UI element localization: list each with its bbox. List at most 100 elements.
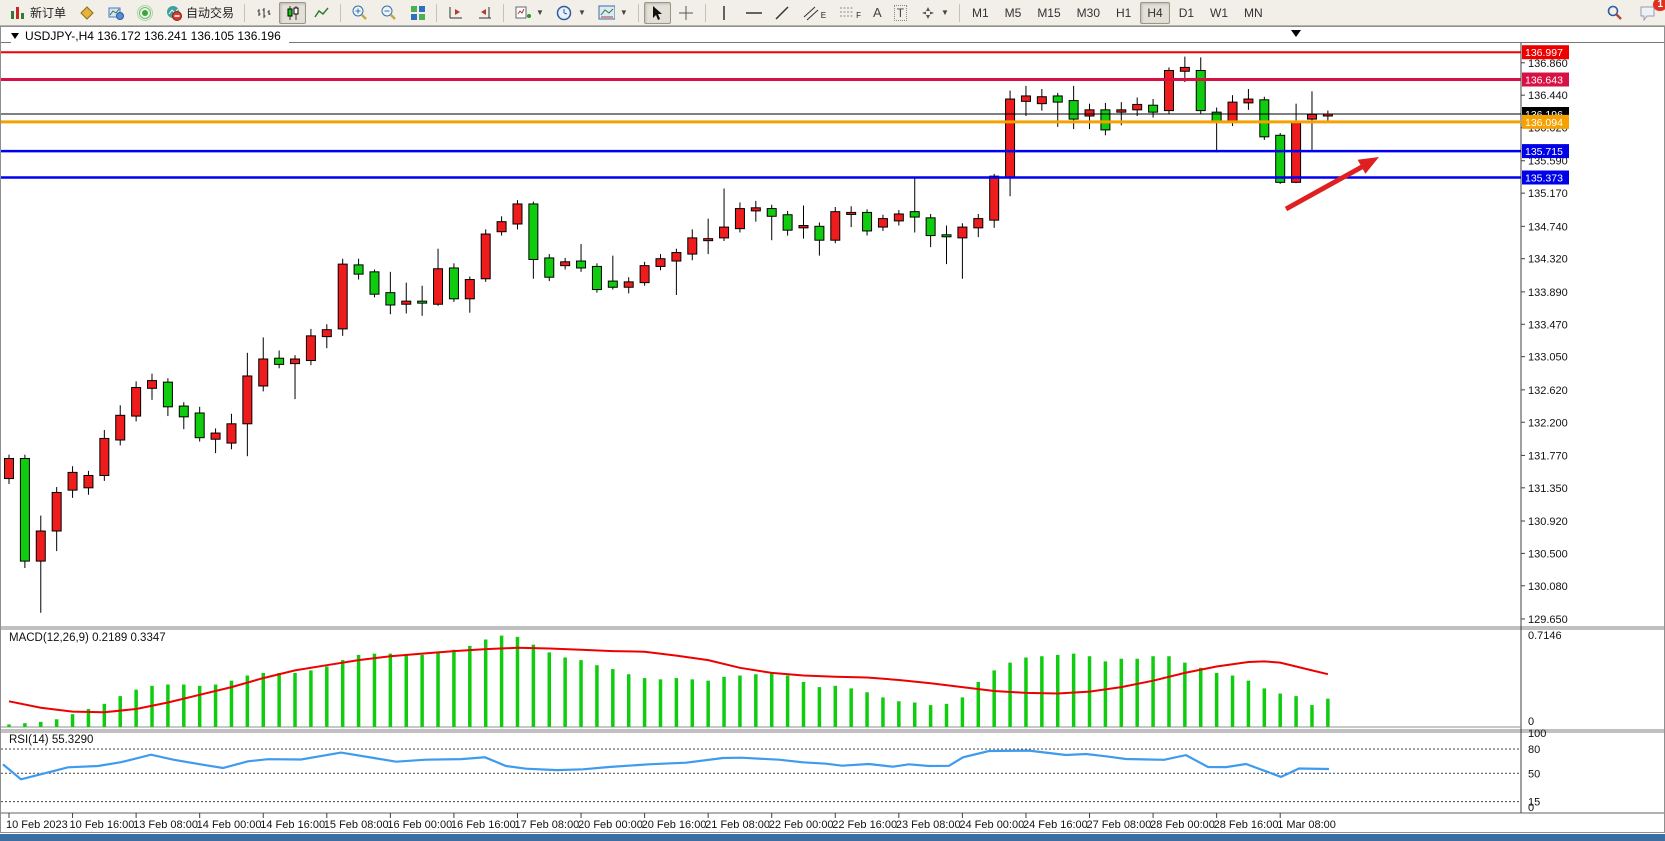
tab-d1[interactable]: D1 (1178, 5, 1195, 20)
candle-body (925, 217, 936, 237)
candlestick-chart-button[interactable] (279, 1, 307, 24)
date-label: 14 Feb 16:00 (260, 819, 325, 831)
bottom-window-edge (0, 834, 1665, 841)
auto-scroll-icon (447, 4, 464, 21)
vertical-line-button[interactable] (711, 2, 738, 24)
candle-body (528, 203, 539, 260)
candle-body (766, 208, 777, 217)
candle-body (687, 237, 698, 255)
chart-title-row: USDJPY-,H4 136.172 136.241 136.105 136.1… (11, 29, 289, 43)
zoom-in-button[interactable] (346, 2, 373, 24)
chart-canvas[interactable]: 136.860136.440136.020135.590135.170134.7… (1, 27, 1664, 832)
diamond-icon (78, 4, 95, 21)
macd-axis-min: 0 (1528, 716, 1534, 728)
signals-button[interactable] (131, 2, 158, 24)
trendline-button[interactable] (769, 2, 796, 24)
date-label: 28 Feb 16:00 (1214, 819, 1279, 831)
candle-body (1243, 98, 1254, 104)
rsi-label: RSI(14) 55.3290 (9, 734, 93, 746)
tab-m1[interactable]: M1 (971, 5, 989, 20)
collapse-icon[interactable] (11, 33, 19, 39)
text-button[interactable]: A (868, 2, 887, 24)
cursor-icon (649, 4, 666, 21)
arrows-icon (919, 4, 936, 21)
tab-m30[interactable]: M30 (1076, 5, 1100, 20)
candle-body (321, 329, 332, 338)
candle-body (957, 226, 968, 239)
candle-body (67, 471, 78, 491)
price-tick-label: 133.890 (1528, 287, 1568, 299)
chart-shift-button[interactable] (471, 2, 498, 24)
candle-body (830, 211, 841, 241)
separator (340, 3, 342, 22)
tab-h1[interactable]: H1 (1116, 5, 1132, 20)
date-label: 24 Feb 00:00 (959, 819, 1024, 831)
candle-body (35, 530, 46, 562)
price-tick-label: 130.500 (1528, 548, 1568, 560)
price-tick-label: 136.440 (1528, 90, 1568, 102)
chevron-down-icon: ▼ (536, 8, 544, 17)
horizontal-line-button[interactable] (740, 2, 767, 24)
signal-icon (136, 4, 153, 21)
line-chart-icon (313, 4, 330, 21)
tab-m5[interactable]: M5 (1004, 5, 1022, 20)
tab-mn[interactable]: MN (1244, 5, 1263, 20)
tile-windows-button[interactable] (404, 2, 431, 24)
candles-group (4, 56, 1333, 613)
candle-body (655, 258, 666, 267)
notifications-button[interactable]: 1 (1634, 0, 1665, 24)
candle-body (115, 414, 126, 441)
candle-body (417, 300, 428, 304)
indicators-button[interactable] (73, 2, 100, 24)
zoom-out-button[interactable] (375, 2, 402, 24)
candle-body (337, 263, 348, 330)
bar-shift-marker[interactable] (1291, 30, 1301, 37)
candle-body (1259, 99, 1270, 138)
new-order-icon (9, 4, 26, 21)
cursor-button[interactable] (643, 1, 671, 24)
line-chart-button[interactable] (308, 2, 335, 24)
crosshair-button[interactable] (673, 2, 700, 24)
vertical-line-icon (716, 4, 733, 21)
search-button[interactable] (1601, 2, 1628, 24)
tab-h4[interactable]: H4 (1140, 1, 1170, 24)
new-chart-button[interactable]: ▼ (509, 2, 549, 24)
auto-scroll-button[interactable] (442, 2, 469, 24)
price-tag-label: 136.643 (1525, 75, 1563, 87)
candle-body (464, 279, 475, 300)
candle-body (496, 221, 507, 233)
channel-button[interactable]: E (798, 2, 831, 24)
price-tag-label: 136.997 (1525, 47, 1563, 59)
tab-m15[interactable]: M15 (1037, 5, 1061, 20)
candle-body (99, 437, 110, 476)
separator (503, 3, 505, 22)
trend-arrow[interactable] (1284, 160, 1371, 212)
price-tag (1522, 170, 1569, 185)
trendline-icon (774, 4, 791, 21)
tab-w1[interactable]: W1 (1210, 5, 1229, 20)
arrows-button[interactable]: ▼ (914, 2, 954, 24)
period-button[interactable]: ▼ (551, 2, 591, 24)
candle-body (480, 233, 491, 280)
bar-chart-button[interactable] (250, 2, 277, 24)
candle-body (846, 211, 857, 215)
candle-body (782, 214, 793, 231)
text-label-button[interactable]: T (889, 2, 912, 24)
auto-trading-button[interactable]: 自动交易 (160, 2, 239, 24)
candle-body (242, 375, 253, 425)
profile-chart-icon (107, 4, 124, 21)
template-button[interactable]: ▼ (593, 2, 633, 24)
candle-body (1227, 101, 1238, 123)
candle-body (862, 211, 873, 232)
price-tick-label: 133.470 (1528, 319, 1568, 331)
profiles-button[interactable] (102, 2, 129, 24)
date-label: 28 Feb 00:00 (1150, 819, 1215, 831)
date-label: 23 Feb 08:00 (896, 819, 961, 831)
new-order-button[interactable]: 新订单 (4, 2, 71, 24)
clock-icon (556, 4, 573, 21)
price-tick-label: 136.860 (1528, 58, 1568, 70)
candle-body (512, 203, 523, 225)
fibonacci-button[interactable]: F (833, 2, 866, 24)
rsi-axis-label: 0 (1528, 802, 1534, 814)
horizontal-line-icon (745, 4, 762, 21)
